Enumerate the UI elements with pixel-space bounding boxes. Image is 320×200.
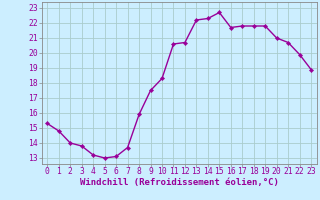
X-axis label: Windchill (Refroidissement éolien,°C): Windchill (Refroidissement éolien,°C) xyxy=(80,178,279,187)
